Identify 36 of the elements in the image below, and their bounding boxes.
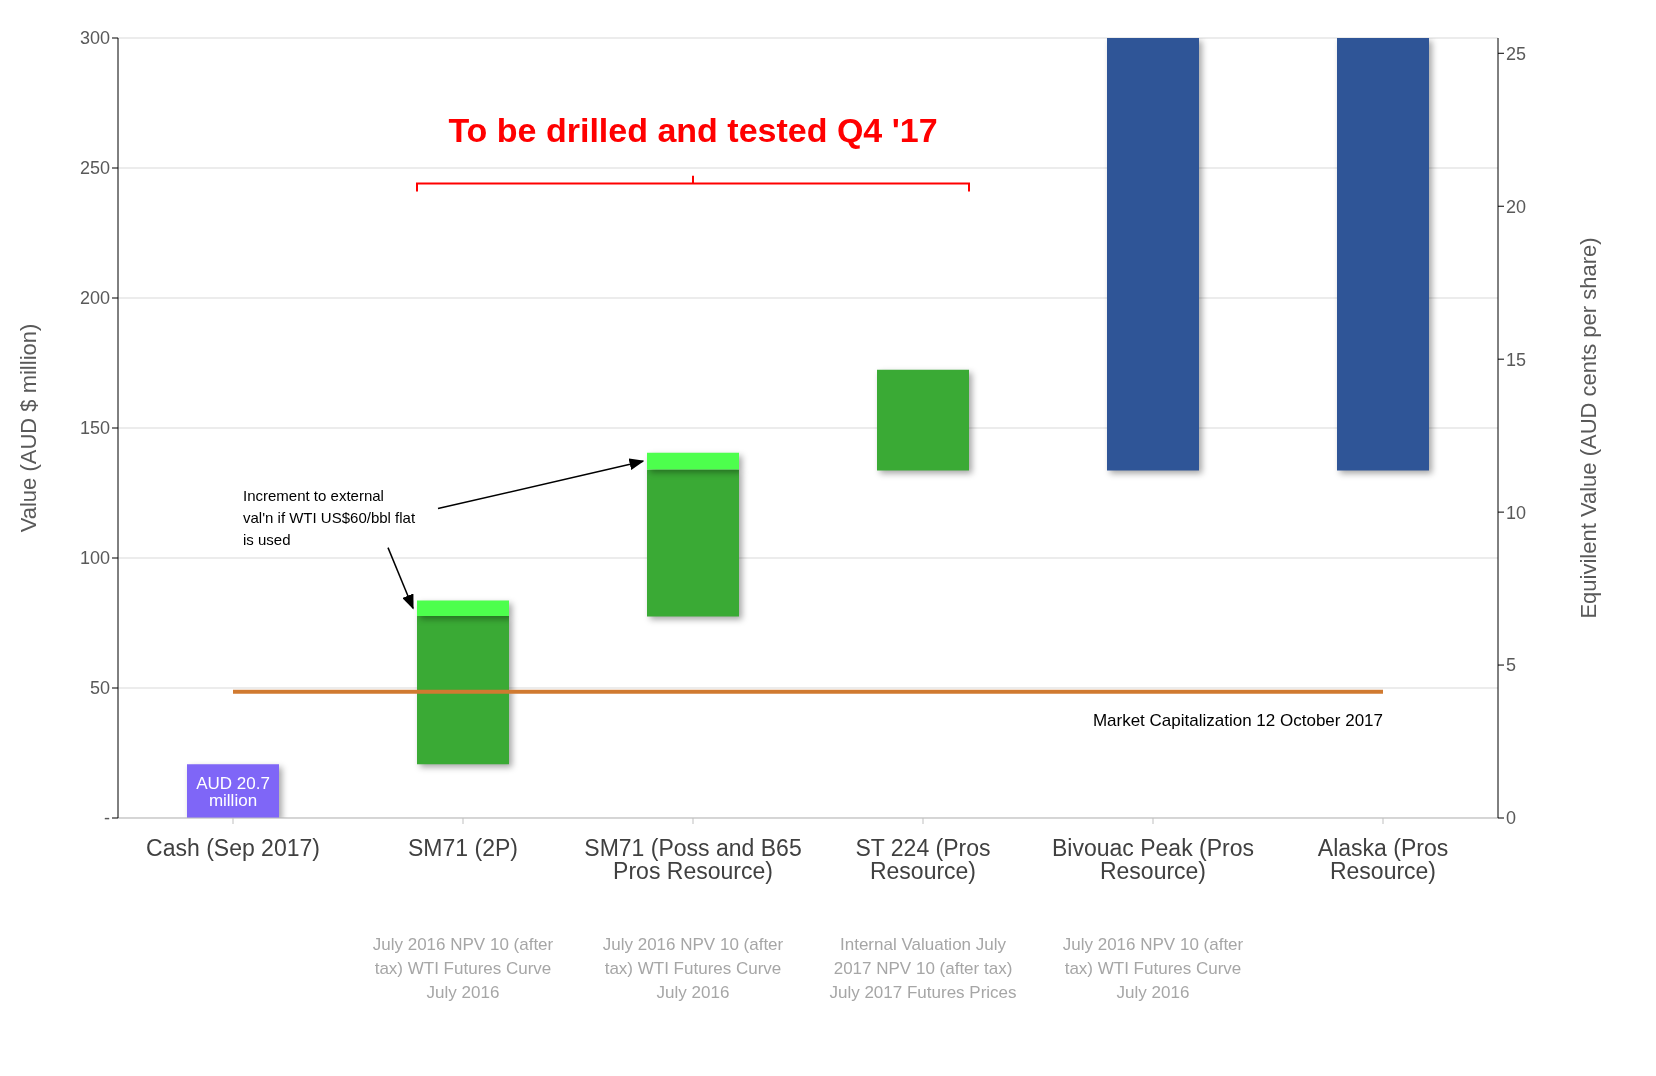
y2-tick-label: 0: [1506, 808, 1517, 829]
data-label: AUD 20.7 million: [196, 773, 270, 810]
text: July 2016 NPV 10 (after tax) WTI Futures Curve July 2016: [372, 935, 554, 1003]
bar: [647, 452, 739, 470]
y2-tick-label: 5: [1506, 655, 1517, 676]
x-tick-label: ST 224 (Pros Resource): [855, 835, 991, 885]
y-axis-title: Value (AUD $ million): [15, 323, 41, 533]
bar: [417, 615, 509, 765]
x-tick-label: SM71 (2P): [408, 835, 518, 862]
y2-tick-label: 25: [1506, 43, 1527, 64]
text: To be drilled and tested Q4 '17: [447, 110, 939, 150]
y-tick-label: 300: [79, 28, 110, 49]
y-tick-label: -: [104, 808, 110, 829]
bar: [647, 469, 739, 617]
ref-line-label: Market Capitalization 12 October 2017: [1092, 710, 1383, 730]
x-tick-label: Cash (Sep 2017): [146, 835, 320, 862]
bar: [1337, 38, 1429, 471]
bar: [417, 600, 509, 616]
text: Internal Valuation July 2017 NPV 10 (after tax) July 2017 Futures Prices: [829, 935, 1017, 1003]
x-tick-label: SM71 (Poss and B65 Pros Resource): [584, 835, 802, 885]
y-tick-label: 200: [79, 288, 110, 309]
text: July 2016 NPV 10 (after tax) WTI Futures Curve July 2016: [1062, 935, 1244, 1003]
y2-axis-title: Equivilent Value (AUD cents per share): [1575, 237, 1601, 619]
y2-tick-label: 15: [1506, 349, 1527, 370]
y2-tick-label: 20: [1506, 196, 1527, 217]
y-tick-label: 50: [89, 678, 110, 699]
y2-tick-label: 10: [1506, 502, 1527, 523]
x-tick-label: Bivouac Peak (Pros Resource): [1052, 835, 1254, 885]
annotation: Increment to external val'n if WTI US$60/bbl flat is used: [243, 486, 417, 551]
y-tick-label: 150: [79, 418, 110, 439]
text: July 2016 NPV 10 (after tax) WTI Futures Curve July 2016: [602, 935, 784, 1003]
y-tick-label: 250: [79, 158, 110, 179]
bar: [1107, 38, 1199, 471]
bar: [877, 369, 969, 471]
x-tick-label: Alaska (Pros Resource): [1317, 835, 1449, 885]
y-tick-label: 100: [79, 548, 110, 569]
